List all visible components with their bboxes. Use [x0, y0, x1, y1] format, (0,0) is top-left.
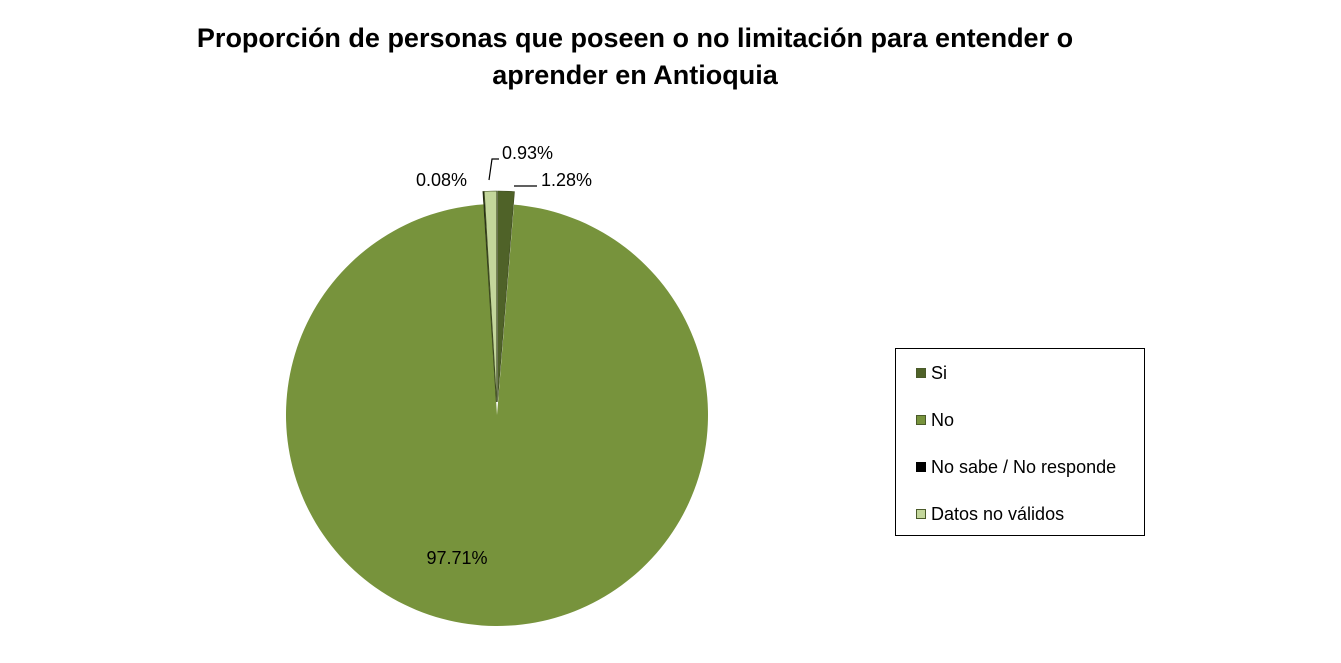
- legend: Si No No sabe / No responde Datos no vál…: [895, 348, 1145, 536]
- legend-swatch-si: [916, 368, 926, 378]
- pie-slice-no: [286, 204, 709, 626]
- chart-title-line-1: Proporción de personas que poseen o no l…: [196, 23, 1074, 53]
- legend-label-no: No: [931, 409, 955, 430]
- legend-label-datos-no-validos: Datos no válidos: [931, 503, 1065, 524]
- legend-swatch-no: [916, 415, 926, 425]
- pie-slice-si: [497, 190, 515, 403]
- data-label-datos-no-validos: 0.93%: [502, 143, 553, 163]
- data-label-no: 97.71%: [426, 548, 487, 568]
- leader-line-datos-no-validos: [488, 158, 499, 181]
- pie-slice-datos-no-validos: [483, 190, 497, 403]
- data-label-si: 1.28%: [541, 170, 592, 190]
- pie-slice-no-sabe: [482, 191, 497, 403]
- legend-item-datos-no-validos: Datos no válidos: [916, 503, 1064, 525]
- chart-title: Proporción de personas que poseen o no l…: [0, 20, 1270, 94]
- legend-swatch-datos-no-validos: [916, 509, 926, 519]
- legend-item-no-sabe: No sabe / No responde: [916, 456, 1116, 478]
- legend-swatch-no-sabe: [916, 462, 926, 472]
- legend-item-si: Si: [916, 362, 947, 384]
- chart-title-line-2: aprender en Antioquia: [492, 60, 778, 90]
- legend-label-no-sabe: No sabe / No responde: [931, 456, 1117, 477]
- data-label-no-sabe: 0.08%: [416, 170, 467, 190]
- legend-label-si: Si: [931, 362, 948, 383]
- legend-item-no: No: [916, 409, 954, 431]
